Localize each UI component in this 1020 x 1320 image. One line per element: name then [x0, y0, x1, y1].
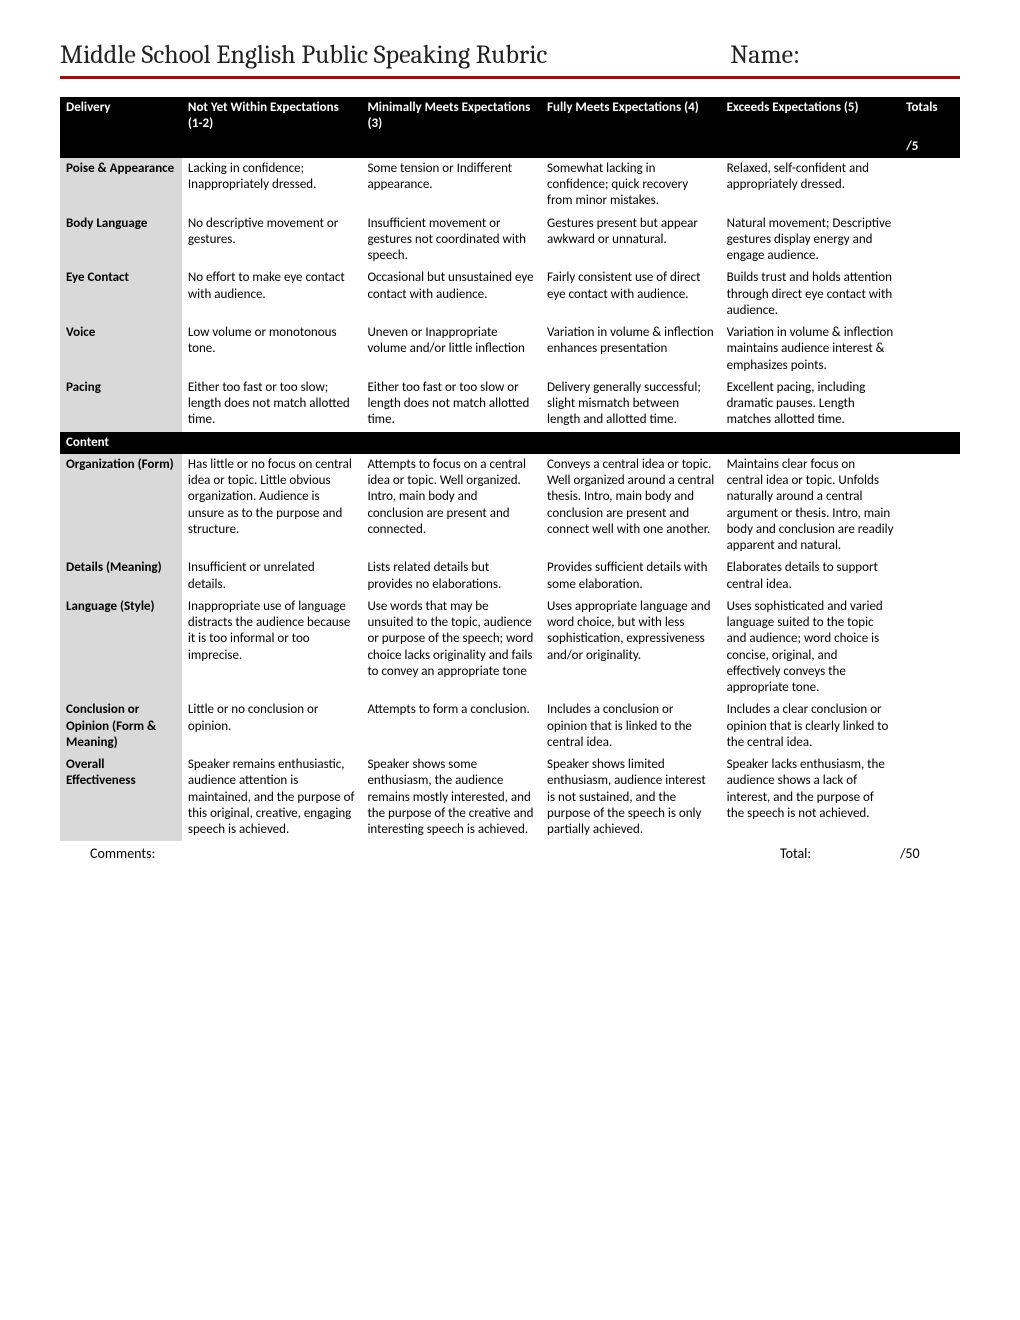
col-level2: Minimally Meets Expectations (3) — [361, 97, 541, 136]
level-cell: Speaker shows some enthusiasm, the audie… — [361, 754, 541, 841]
table-row: Organization (Form)Has little or no focu… — [60, 454, 960, 558]
header-spacer — [60, 136, 182, 158]
level-cell: Little or no conclusion or opinion. — [182, 699, 362, 754]
table-row: Details (Meaning)Insufficient or unrelat… — [60, 557, 960, 596]
totals-cell — [900, 699, 960, 754]
level-cell: Either too fast or too slow or length do… — [361, 377, 541, 432]
totals-cell — [900, 454, 960, 558]
level-cell: Speaker lacks enthusiasm, the audience s… — [721, 754, 901, 841]
level-cell: Inappropriate use of language distracts … — [182, 596, 362, 700]
level-cell: Speaker remains enthusiastic, audience a… — [182, 754, 362, 841]
criteria-cell: Overall Effectiveness — [60, 754, 182, 841]
level-cell: Fairly consistent use of direct eye cont… — [541, 267, 721, 322]
name-label: Name: — [730, 40, 800, 70]
totals-cell — [900, 267, 960, 322]
level-cell: Natural movement; Descriptive gestures d… — [721, 213, 901, 268]
level-cell: Variation in volume & inflection maintai… — [721, 322, 901, 377]
level-cell: Delivery generally successful; slight mi… — [541, 377, 721, 432]
level-cell: Maintains clear focus on central idea or… — [721, 454, 901, 558]
header-spacer — [541, 136, 721, 158]
totals-cell — [900, 557, 960, 596]
level-cell: Gestures present but appear awkward or u… — [541, 213, 721, 268]
col-totals: Totals — [900, 97, 960, 136]
col-criteria: Delivery — [60, 97, 182, 136]
comments-label: Comments: — [90, 845, 780, 862]
level-cell: Includes a conclusion or opinion that is… — [541, 699, 721, 754]
col-level3: Fully Meets Expectations (4) — [541, 97, 721, 136]
level-cell: Provides sufficient details with some el… — [541, 557, 721, 596]
level-cell: Has little or no focus on central idea o… — [182, 454, 362, 558]
level-cell: Attempts to form a conclusion. — [361, 699, 541, 754]
table-row: VoiceLow volume or monotonous tone.Uneve… — [60, 322, 960, 377]
table-row: Body LanguageNo descriptive movement or … — [60, 213, 960, 268]
level-cell: Elaborates details to support central id… — [721, 557, 901, 596]
header: Middle School English Public Speaking Ru… — [60, 40, 960, 79]
header-spacer — [361, 136, 541, 158]
level-cell: Attempts to focus on a central idea or t… — [361, 454, 541, 558]
level-cell: Relaxed, self-confident and appropriatel… — [721, 158, 901, 213]
level-cell: Occasional but unsustained eye contact w… — [361, 267, 541, 322]
totals-cell — [900, 213, 960, 268]
totals-cell — [900, 596, 960, 700]
header-spacer — [182, 136, 362, 158]
level-cell: Uses appropriate language and word choic… — [541, 596, 721, 700]
level-cell: Lists related details but provides no el… — [361, 557, 541, 596]
criteria-cell: Poise & Appearance — [60, 158, 182, 213]
level-cell: Lacking in confidence; Inappropriately d… — [182, 158, 362, 213]
col-level1: Not Yet Within Expectations (1-2) — [182, 97, 362, 136]
criteria-cell: Details (Meaning) — [60, 557, 182, 596]
level-cell: No descriptive movement or gestures. — [182, 213, 362, 268]
level-cell: Either too fast or too slow; length does… — [182, 377, 362, 432]
totals-cell — [900, 377, 960, 432]
section-header-cell: Content — [60, 432, 960, 454]
criteria-cell: Pacing — [60, 377, 182, 432]
header-spacer — [721, 136, 901, 158]
table-row: Eye ContactNo effort to make eye contact… — [60, 267, 960, 322]
rubric-table: DeliveryNot Yet Within Expectations (1-2… — [60, 97, 960, 841]
criteria-cell: Body Language — [60, 213, 182, 268]
level-cell: Some tension or Indifferent appearance. — [361, 158, 541, 213]
level-cell: Uneven or Inappropriate volume and/or li… — [361, 322, 541, 377]
criteria-cell: Organization (Form) — [60, 454, 182, 558]
criteria-cell: Conclusion or Opinion (Form & Meaning) — [60, 699, 182, 754]
totals-cell — [900, 158, 960, 213]
totals-cell — [900, 754, 960, 841]
total-max: /50 — [900, 845, 960, 862]
level-cell: Low volume or monotonous tone. — [182, 322, 362, 377]
criteria-cell: Voice — [60, 322, 182, 377]
level-cell: No effort to make eye contact with audie… — [182, 267, 362, 322]
section-header: Content — [60, 432, 960, 454]
table-row: Overall EffectivenessSpeaker remains ent… — [60, 754, 960, 841]
total-label: Total: — [780, 845, 900, 862]
table-row: PacingEither too fast or too slow; lengt… — [60, 377, 960, 432]
level-cell: Use words that may be unsuited to the to… — [361, 596, 541, 700]
level-cell: Variation in volume & inflection enhance… — [541, 322, 721, 377]
per-five: /5 — [900, 136, 960, 158]
table-row: Conclusion or Opinion (Form & Meaning)Li… — [60, 699, 960, 754]
level-cell: Conveys a central idea or topic. Well or… — [541, 454, 721, 558]
criteria-cell: Language (Style) — [60, 596, 182, 700]
totals-cell — [900, 322, 960, 377]
level-cell: Builds trust and holds attention through… — [721, 267, 901, 322]
level-cell: Includes a clear conclusion or opinion t… — [721, 699, 901, 754]
level-cell: Uses sophisticated and varied language s… — [721, 596, 901, 700]
header-row: DeliveryNot Yet Within Expectations (1-2… — [60, 97, 960, 136]
header-subrow: /5 — [60, 136, 960, 158]
level-cell: Insufficient or unrelated details. — [182, 557, 362, 596]
level-cell: Excellent pacing, including dramatic pau… — [721, 377, 901, 432]
criteria-cell: Eye Contact — [60, 267, 182, 322]
level-cell: Insufficient movement or gestures not co… — [361, 213, 541, 268]
level-cell: Somewhat lacking in confidence; quick re… — [541, 158, 721, 213]
level-cell: Speaker shows limited enthusiasm, audien… — [541, 754, 721, 841]
table-row: Poise & AppearanceLacking in confidence;… — [60, 158, 960, 213]
page-title: Middle School English Public Speaking Ru… — [60, 40, 690, 70]
table-row: Language (Style)Inappropriate use of lan… — [60, 596, 960, 700]
footer: Comments: Total: /50 — [60, 845, 960, 862]
col-level4: Exceeds Expectations (5) — [721, 97, 901, 136]
